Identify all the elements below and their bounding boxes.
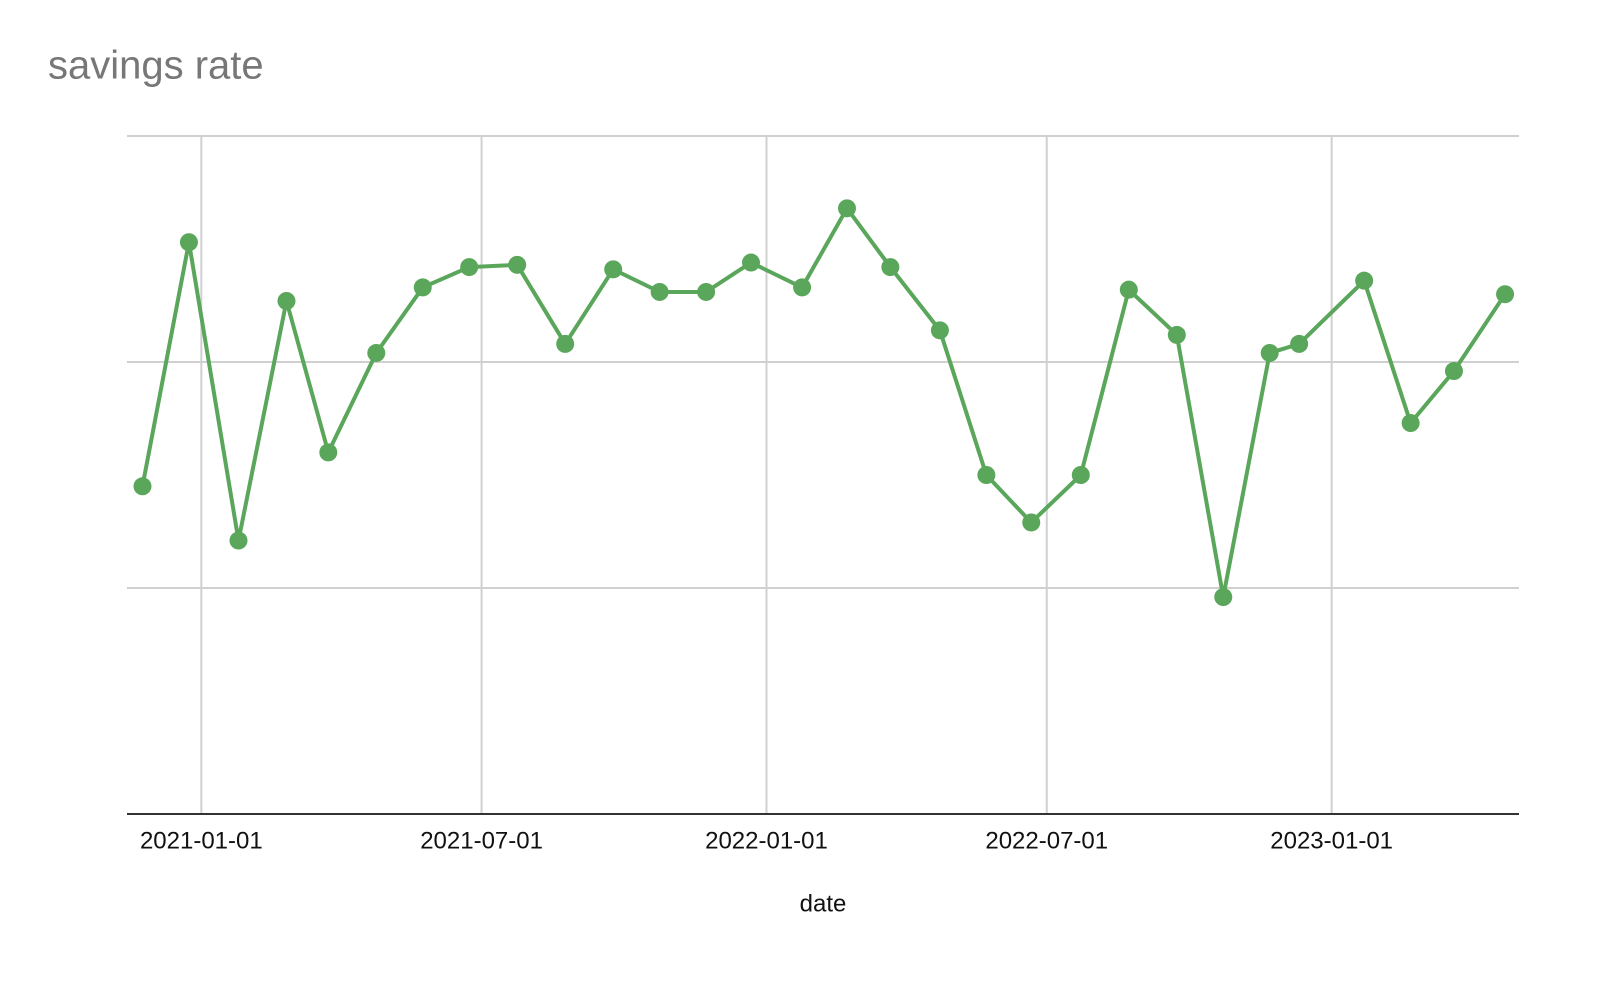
point: [1290, 334, 1309, 353]
point: [1214, 588, 1233, 607]
point: [977, 466, 996, 484]
point: [838, 199, 856, 218]
point: [508, 255, 527, 274]
x-tick-label: 2023-01-01: [1270, 827, 1393, 854]
point: [413, 278, 432, 297]
point: [650, 282, 669, 301]
point: [367, 343, 386, 362]
point: [133, 477, 152, 496]
point: [229, 531, 248, 550]
point: [1496, 285, 1515, 304]
chart-title: savings rate: [48, 44, 264, 88]
point: [1022, 513, 1041, 532]
x-tick-label: 2021-07-01: [420, 827, 543, 854]
point: [319, 443, 338, 462]
point: [556, 334, 575, 353]
point: [179, 233, 198, 252]
point: [742, 253, 760, 272]
line: [140, 206, 1507, 600]
point: [930, 321, 949, 340]
point: [460, 258, 479, 277]
point: [1401, 414, 1420, 433]
point: [1119, 280, 1138, 299]
point: [881, 258, 900, 277]
x-tick-label: 2021-01-01: [140, 827, 263, 854]
point: [1071, 466, 1090, 484]
point: [604, 260, 623, 279]
x-axis-label: date: [800, 890, 847, 917]
point: [1444, 362, 1463, 381]
point: [1167, 325, 1186, 344]
x-tick-label: 2022-01-01: [705, 827, 828, 854]
point: [1355, 271, 1374, 290]
point: [1260, 343, 1279, 362]
x-tick-label: 2022-07-01: [985, 827, 1108, 854]
point: [277, 291, 296, 310]
point: [793, 278, 812, 297]
point: [697, 282, 716, 301]
